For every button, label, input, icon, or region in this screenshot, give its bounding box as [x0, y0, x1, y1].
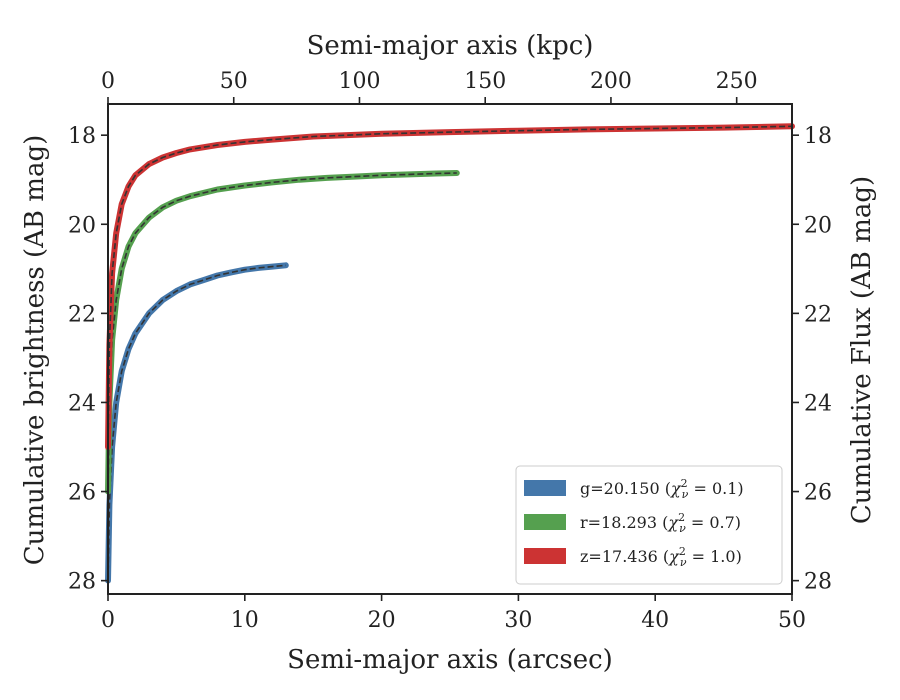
- right-y-tick-label: 28: [804, 570, 832, 595]
- right-y-tick-label: 18: [804, 124, 832, 149]
- x-tick-label: 20: [368, 608, 396, 633]
- x-tick-label: 50: [778, 608, 806, 633]
- y-tick-label: 22: [68, 302, 96, 327]
- legend-swatch: [524, 514, 566, 530]
- legend-label: z=17.436 (χ2 ν = 1.0): [580, 545, 742, 569]
- y-tick-label: 28: [68, 570, 96, 595]
- y-tick-label: 18: [68, 124, 96, 149]
- series-model-line-1: [107, 172, 457, 492]
- right-y-tick-label: 22: [804, 302, 832, 327]
- x-tick-label: 0: [101, 608, 115, 633]
- series-model-line-2: [107, 125, 793, 448]
- series-band-1: [105, 170, 460, 495]
- right-y-axis-title: Cumulative Flux (AB mag): [847, 176, 877, 524]
- top-x-axis-title: Semi-major axis (kpc): [307, 31, 594, 61]
- top-x-tick-label: 200: [590, 69, 632, 94]
- x-tick-label: 40: [641, 608, 669, 633]
- legend-swatch: [524, 480, 566, 496]
- legend-label: g=20.150 (χ2 ν = 0.1): [580, 477, 744, 501]
- y-tick-label: 20: [68, 213, 96, 238]
- plot-layer: [105, 123, 795, 584]
- right-y-tick-label: 26: [804, 481, 832, 506]
- top-x-tick-label: 250: [716, 69, 758, 94]
- legend-swatch: [524, 548, 566, 564]
- legend: g=20.150 (χ2 ν = 0.1) r=18.293 (χ2 ν = 0.7)…: [515, 465, 783, 585]
- x-tick-label: 30: [504, 608, 532, 633]
- top-x-tick-label: 50: [220, 69, 248, 94]
- y-tick-label: 26: [68, 481, 96, 506]
- y-tick-label: 24: [68, 391, 96, 416]
- series-model-line-0: [107, 264, 286, 581]
- plot-frame: [107, 103, 793, 595]
- y-axis-title: Cumulative brightness (AB mag): [20, 135, 50, 566]
- top-x-tick-label: 0: [101, 69, 115, 94]
- x-tick-label: 10: [231, 608, 259, 633]
- right-y-tick-label: 20: [804, 213, 832, 238]
- top-x-tick-label: 150: [464, 69, 506, 94]
- legend-box: [515, 465, 783, 585]
- top-x-tick-label: 100: [338, 69, 380, 94]
- axes-layer: 0 10 20 30 40 50 0 50 100 150 200 250 18 18 20 20 22 22 24…: [68, 69, 832, 633]
- series-band-0: [105, 262, 289, 584]
- legend-label: r=18.293 (χ2 ν = 0.7): [580, 511, 741, 535]
- right-y-tick-label: 24: [804, 391, 832, 416]
- x-axis-title: Semi-major axis (arcsec): [287, 645, 613, 675]
